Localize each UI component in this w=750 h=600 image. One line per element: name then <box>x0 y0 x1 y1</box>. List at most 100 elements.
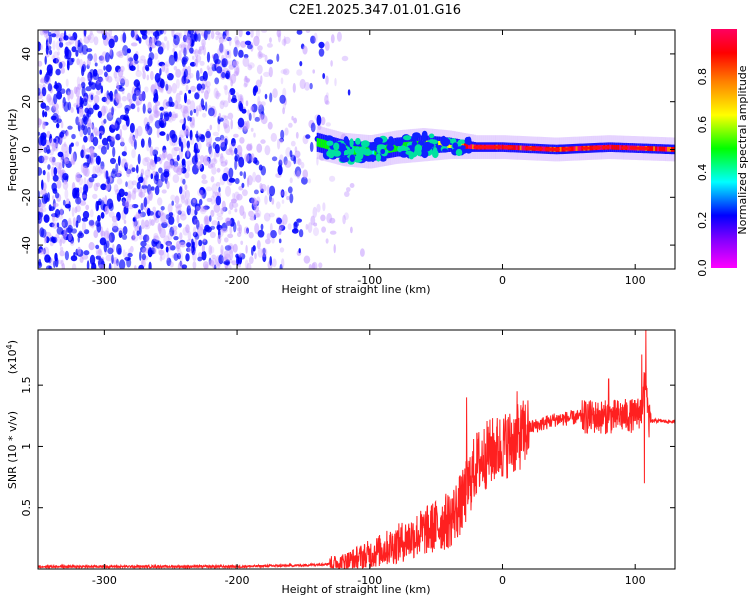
noise-blob <box>175 78 180 89</box>
noise-blob <box>93 229 99 239</box>
noise-blob <box>213 151 217 163</box>
noise-blob <box>296 218 302 223</box>
noise-blob <box>130 103 136 110</box>
noise-blob <box>305 223 309 230</box>
noise-blob <box>276 217 283 225</box>
noise-blob <box>325 238 329 244</box>
noise-blob <box>123 114 129 122</box>
noise-blob <box>40 102 47 109</box>
noise-blob <box>80 149 85 159</box>
noise-blob <box>109 135 115 141</box>
noise-blob <box>138 176 144 183</box>
noise-blob <box>154 30 160 40</box>
noise-blob <box>211 220 218 226</box>
band-hotspot <box>552 147 556 151</box>
noise-blob <box>259 183 263 190</box>
noise-blob <box>39 203 46 208</box>
noise-blob <box>166 251 170 261</box>
noise-blob <box>54 192 60 199</box>
noise-blob <box>98 55 104 61</box>
noise-blob <box>220 244 224 255</box>
noise-blob <box>318 41 325 49</box>
noise-blob <box>286 195 290 201</box>
noise-blob <box>162 99 169 110</box>
noise-blob <box>197 49 203 55</box>
noise-blob <box>350 226 353 234</box>
noise-blob <box>70 107 74 113</box>
noise-blob <box>163 235 170 245</box>
noise-blob <box>138 186 143 197</box>
noise-blob <box>201 250 207 261</box>
noise-blob <box>224 124 231 134</box>
noise-blob <box>343 212 349 220</box>
noise-blob <box>221 114 227 119</box>
noise-blob <box>62 159 65 169</box>
snr-series-line <box>38 330 675 569</box>
noise-blob <box>38 167 43 176</box>
noise-blob <box>75 49 79 57</box>
noise-blob <box>212 131 220 137</box>
noise-blob <box>208 244 213 256</box>
colorbar-tick-label: 0.6 <box>696 116 709 134</box>
noise-blob <box>187 115 191 122</box>
noise-blob <box>216 212 223 217</box>
noise-blob <box>258 164 263 171</box>
noise-blob <box>160 206 165 211</box>
noise-blob <box>98 198 102 204</box>
noise-blob <box>193 218 199 226</box>
noise-blob <box>260 183 267 192</box>
noise-blob <box>133 139 137 150</box>
noise-blob <box>55 257 59 268</box>
noise-blob <box>131 235 136 240</box>
noise-blob <box>141 184 148 190</box>
noise-blob <box>129 245 134 253</box>
noise-blob <box>284 160 292 168</box>
noise-blob <box>137 106 140 113</box>
noise-blob <box>120 141 125 147</box>
noise-blob <box>166 40 170 51</box>
noise-blob <box>144 169 151 178</box>
noise-blob <box>189 100 196 112</box>
noise-blob <box>194 152 198 163</box>
noise-blob <box>166 180 170 190</box>
y-tick-label: 0 <box>20 146 33 153</box>
noise-blob <box>72 32 78 41</box>
noise-blob <box>161 64 166 72</box>
noise-blob <box>226 220 231 226</box>
noise-blob <box>126 168 131 178</box>
noise-blob <box>165 240 172 246</box>
band-hotspot <box>594 146 601 150</box>
noise-blob <box>333 244 336 254</box>
noise-blob <box>104 205 110 215</box>
noise-blob <box>129 132 134 143</box>
noise-blob <box>195 105 203 112</box>
band-peak <box>663 146 666 152</box>
band-peak <box>468 143 471 149</box>
noise-blob <box>91 173 98 179</box>
noise-blob <box>109 136 115 148</box>
noise-blob <box>49 237 53 242</box>
noise-blob <box>63 158 70 165</box>
noise-blob <box>280 77 284 85</box>
snr-panel: -300 -200 -100 0 100 0.5 1 1.5 Height of strai… <box>5 329 676 596</box>
band-blob <box>452 142 459 149</box>
noise-blob <box>166 257 172 267</box>
noise-blob <box>47 31 52 37</box>
noise-blob <box>234 155 238 162</box>
noise-blob <box>76 106 80 114</box>
noise-blob <box>219 43 224 53</box>
noise-blob <box>44 55 47 65</box>
noise-blob <box>246 144 253 151</box>
noise-blob <box>238 30 243 38</box>
noise-blob <box>229 249 234 261</box>
noise-blob <box>210 195 215 205</box>
noise-blob <box>68 33 71 39</box>
noise-blob <box>202 112 207 118</box>
noise-blob <box>212 191 217 199</box>
noise-blob <box>163 112 170 122</box>
noise-blob <box>92 165 96 176</box>
noise-blob <box>184 184 188 191</box>
noise-blob <box>137 213 143 219</box>
noise-blob <box>293 117 297 124</box>
